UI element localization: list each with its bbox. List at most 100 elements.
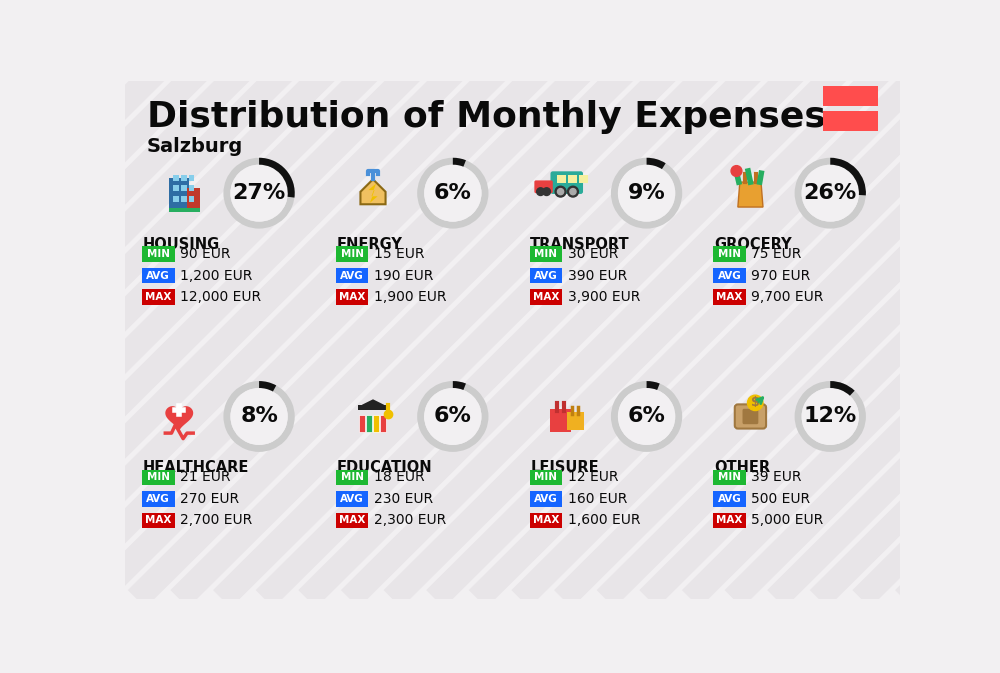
- Text: AVG: AVG: [146, 494, 170, 504]
- FancyBboxPatch shape: [142, 268, 175, 283]
- Wedge shape: [453, 381, 466, 390]
- FancyBboxPatch shape: [173, 174, 179, 181]
- Wedge shape: [259, 381, 276, 392]
- Circle shape: [731, 166, 742, 176]
- FancyBboxPatch shape: [173, 185, 179, 192]
- Text: 270 EUR: 270 EUR: [180, 492, 239, 506]
- Wedge shape: [230, 165, 288, 221]
- FancyBboxPatch shape: [530, 513, 562, 528]
- Text: 390 EUR: 390 EUR: [568, 269, 627, 283]
- Wedge shape: [417, 381, 488, 452]
- Wedge shape: [618, 165, 675, 221]
- Text: AVG: AVG: [718, 494, 741, 504]
- FancyBboxPatch shape: [567, 412, 584, 431]
- Text: AVG: AVG: [534, 271, 558, 281]
- Wedge shape: [223, 381, 295, 452]
- Polygon shape: [738, 182, 763, 207]
- FancyBboxPatch shape: [568, 175, 577, 182]
- FancyBboxPatch shape: [181, 185, 187, 192]
- Text: HEALTHCARE: HEALTHCARE: [143, 460, 249, 475]
- Text: 30 EUR: 30 EUR: [568, 247, 618, 261]
- Text: GROCERY: GROCERY: [714, 237, 792, 252]
- Wedge shape: [802, 388, 859, 445]
- Text: OTHER: OTHER: [714, 460, 770, 475]
- Circle shape: [568, 186, 578, 197]
- Wedge shape: [795, 381, 866, 452]
- FancyBboxPatch shape: [713, 491, 746, 507]
- FancyBboxPatch shape: [373, 415, 379, 431]
- FancyBboxPatch shape: [530, 268, 562, 283]
- FancyBboxPatch shape: [534, 180, 553, 193]
- Wedge shape: [259, 157, 295, 198]
- Text: 3,900 EUR: 3,900 EUR: [568, 290, 640, 304]
- FancyBboxPatch shape: [336, 513, 368, 528]
- Text: MIN: MIN: [718, 472, 741, 483]
- Polygon shape: [358, 405, 388, 410]
- Text: 8%: 8%: [240, 406, 278, 427]
- Text: 970 EUR: 970 EUR: [751, 269, 810, 283]
- Text: AVG: AVG: [340, 271, 364, 281]
- Text: MAX: MAX: [145, 516, 172, 526]
- Circle shape: [537, 188, 544, 195]
- Text: MIN: MIN: [341, 472, 364, 483]
- FancyBboxPatch shape: [713, 470, 746, 485]
- FancyBboxPatch shape: [336, 470, 368, 485]
- Text: MIN: MIN: [534, 472, 557, 483]
- Text: 21 EUR: 21 EUR: [180, 470, 231, 485]
- FancyBboxPatch shape: [822, 111, 878, 131]
- FancyBboxPatch shape: [359, 415, 365, 431]
- FancyBboxPatch shape: [169, 208, 200, 212]
- FancyBboxPatch shape: [189, 174, 194, 181]
- Wedge shape: [611, 381, 682, 452]
- FancyBboxPatch shape: [142, 470, 175, 485]
- Text: MAX: MAX: [533, 516, 559, 526]
- FancyBboxPatch shape: [189, 196, 194, 203]
- FancyBboxPatch shape: [530, 491, 562, 507]
- Text: AVG: AVG: [340, 494, 364, 504]
- Wedge shape: [417, 157, 488, 229]
- FancyBboxPatch shape: [336, 268, 368, 283]
- FancyBboxPatch shape: [142, 289, 175, 305]
- Text: HOUSING: HOUSING: [143, 237, 220, 252]
- Circle shape: [570, 188, 576, 194]
- Text: 5,000 EUR: 5,000 EUR: [751, 513, 823, 528]
- Text: MIN: MIN: [534, 249, 557, 259]
- Text: MIN: MIN: [718, 249, 741, 259]
- Wedge shape: [618, 388, 675, 445]
- FancyBboxPatch shape: [142, 491, 175, 507]
- FancyBboxPatch shape: [550, 172, 583, 194]
- Text: 2,300 EUR: 2,300 EUR: [374, 513, 446, 528]
- Wedge shape: [611, 157, 682, 229]
- Text: MAX: MAX: [339, 516, 365, 526]
- FancyBboxPatch shape: [181, 174, 187, 181]
- Text: 6%: 6%: [628, 406, 666, 427]
- Wedge shape: [223, 157, 295, 229]
- FancyBboxPatch shape: [189, 185, 194, 192]
- Text: 9%: 9%: [628, 183, 665, 203]
- Text: 230 EUR: 230 EUR: [374, 492, 433, 506]
- Wedge shape: [647, 157, 666, 169]
- Text: MIN: MIN: [341, 249, 364, 259]
- Text: AVG: AVG: [534, 494, 558, 504]
- Circle shape: [557, 188, 564, 194]
- FancyBboxPatch shape: [336, 246, 368, 262]
- FancyBboxPatch shape: [530, 289, 562, 305]
- Circle shape: [543, 188, 550, 195]
- Text: 500 EUR: 500 EUR: [751, 492, 810, 506]
- Text: TRANSPORT: TRANSPORT: [530, 237, 630, 252]
- Text: MIN: MIN: [147, 472, 170, 483]
- FancyBboxPatch shape: [366, 415, 372, 431]
- Text: 190 EUR: 190 EUR: [374, 269, 433, 283]
- Wedge shape: [802, 165, 859, 221]
- Text: 12%: 12%: [804, 406, 857, 427]
- FancyBboxPatch shape: [187, 188, 200, 209]
- Text: MAX: MAX: [533, 292, 559, 302]
- Text: LEISURE: LEISURE: [530, 460, 599, 475]
- Text: Distribution of Monthly Expenses: Distribution of Monthly Expenses: [147, 100, 826, 134]
- FancyBboxPatch shape: [530, 470, 562, 485]
- FancyBboxPatch shape: [550, 409, 571, 432]
- Text: Salzburg: Salzburg: [147, 137, 243, 156]
- Wedge shape: [795, 157, 866, 229]
- Text: MAX: MAX: [716, 516, 743, 526]
- Text: 6%: 6%: [434, 183, 472, 203]
